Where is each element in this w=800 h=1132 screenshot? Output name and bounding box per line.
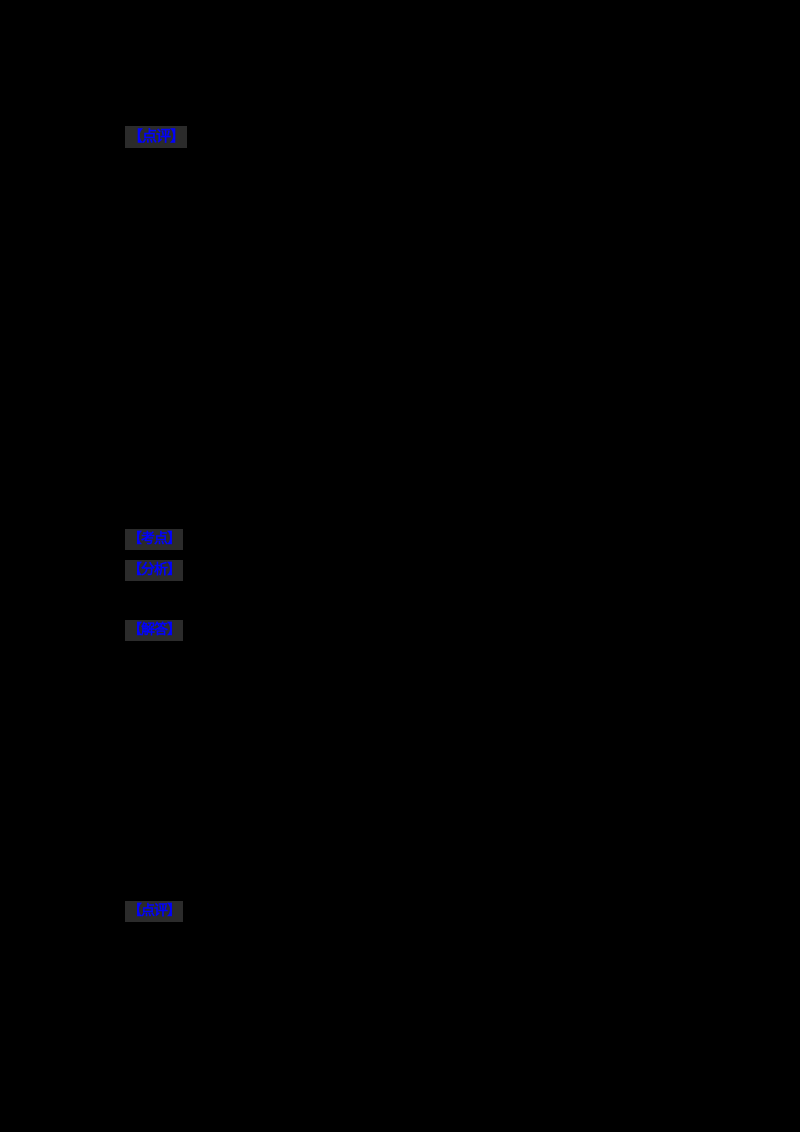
annotation-label-fenxi: 【分析】	[125, 560, 183, 581]
annotation-label-text: 【解答】	[128, 622, 181, 638]
annotation-label-kaodian: 【考点】	[125, 529, 183, 550]
annotation-label-dianping: 【点评】	[125, 901, 183, 922]
annotation-label-text: 【点评】	[128, 903, 181, 919]
annotation-label-text: 【点评】	[128, 127, 185, 145]
annotation-label-jieda: 【解答】	[125, 620, 183, 641]
annotation-label-text: 【考点】	[128, 531, 181, 547]
annotation-label-dianping-previous: 【点评】	[125, 126, 188, 148]
annotation-label-text: 【分析】	[128, 562, 181, 578]
